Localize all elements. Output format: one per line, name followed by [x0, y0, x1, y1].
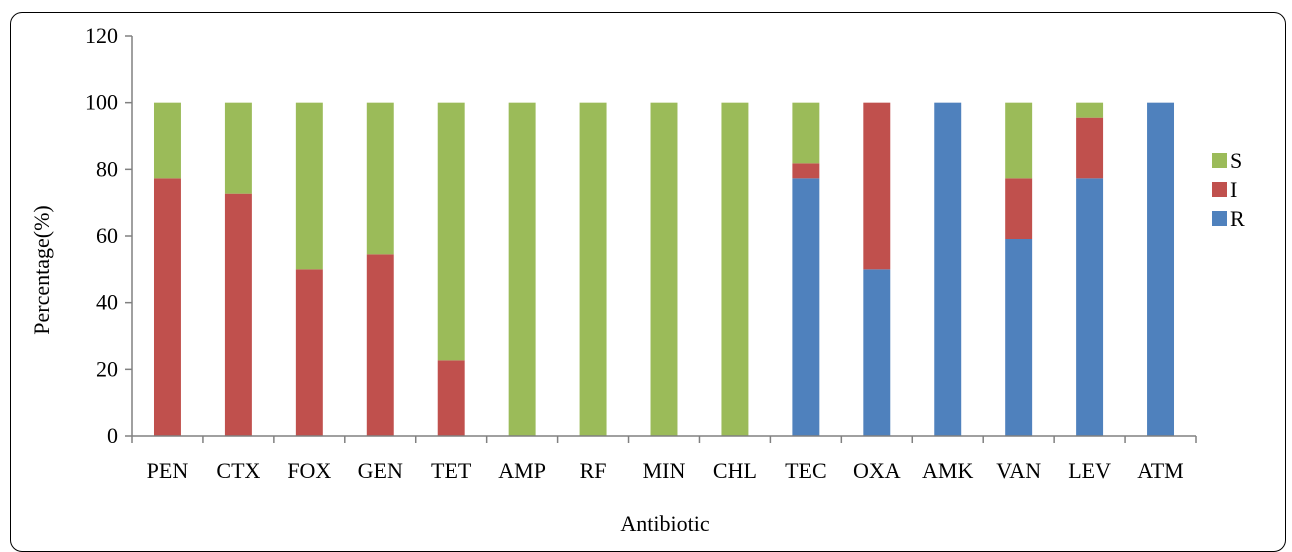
bar-min-s [650, 102, 678, 437]
y-tick-label: 40 [96, 290, 118, 315]
x-tick-label-lev: LEV [1068, 458, 1111, 483]
x-tick-label-tet: TET [431, 458, 472, 483]
bar-fox-i [295, 269, 323, 436]
bar-gen-s [366, 102, 394, 255]
x-tick-label-rf: RF [580, 458, 607, 483]
bar-lev-s [1076, 102, 1104, 118]
legend-swatch-s [1212, 153, 1227, 168]
bar-chl-s [721, 102, 749, 437]
bar-gen-i [366, 254, 394, 436]
legend: SIR [1212, 148, 1245, 231]
bars-group [153, 102, 1175, 437]
x-tick-label-pen: PEN [147, 458, 189, 483]
bar-amk-r [934, 102, 962, 437]
x-tick-label-tec: TEC [785, 458, 827, 483]
x-tick-label-van: VAN [996, 458, 1041, 483]
bar-tet-s [437, 102, 465, 361]
bar-oxa-r [863, 269, 891, 436]
y-tick-label: 120 [85, 23, 118, 48]
legend-label-i: I [1230, 177, 1237, 202]
x-tick-label-gen: GEN [358, 458, 403, 483]
x-tick-label-chl: CHL [713, 458, 757, 483]
bar-lev-i [1076, 117, 1104, 179]
x-tick-label-amk: AMK [922, 458, 973, 483]
bar-rf-s [579, 102, 607, 437]
y-ticks-group: 0 20 40 60 80 100 120 [85, 23, 132, 448]
x-axis-title: Antibiotic [620, 511, 709, 534]
legend-swatch-i [1212, 182, 1227, 197]
y-tick-label: 20 [96, 356, 118, 381]
x-tick-label-min: MIN [643, 458, 686, 483]
bar-tec-i [792, 163, 820, 179]
x-ticks-group: PEN CTX FOX GEN TET AMP RF MIN CHL TEC OXA AMK VAN LE… [131, 436, 1197, 483]
x-tick-label-oxa: OXA [853, 458, 901, 483]
legend-label-s: S [1230, 148, 1242, 173]
bar-fox-s [295, 102, 323, 270]
bar-pen-s [153, 102, 181, 179]
bar-tec-r [792, 178, 820, 437]
stacked-bar-chart: 0 20 40 60 80 100 120 PEN CTX FOX GEN TET AMP RF MIN C… [29, 23, 1245, 534]
bar-pen-i [153, 178, 181, 437]
bar-oxa-i [863, 102, 891, 270]
bar-ctx-i [224, 193, 252, 436]
legend-label-r: R [1230, 206, 1245, 231]
bar-van-r [1005, 239, 1033, 436]
x-tick-label-ctx: CTX [216, 458, 260, 483]
x-tick-label-fox: FOX [287, 458, 331, 483]
x-tick-label-amp: AMP [498, 458, 546, 483]
y-tick-label: 80 [96, 156, 118, 181]
y-tick-label: 0 [107, 423, 118, 448]
x-tick-label-atm: ATM [1137, 458, 1183, 483]
bar-atm-r [1147, 102, 1175, 437]
bar-lev-r [1076, 178, 1104, 437]
bar-van-s [1005, 102, 1033, 179]
bar-amp-s [508, 102, 536, 437]
y-axis-title: Percentage(%) [29, 205, 54, 334]
bar-van-i [1005, 178, 1033, 239]
bar-tet-i [437, 360, 465, 436]
y-tick-label: 100 [85, 90, 118, 115]
legend-swatch-r [1212, 211, 1227, 226]
bar-ctx-s [224, 102, 252, 194]
bar-tec-s [792, 102, 820, 164]
y-tick-label: 60 [96, 223, 118, 248]
